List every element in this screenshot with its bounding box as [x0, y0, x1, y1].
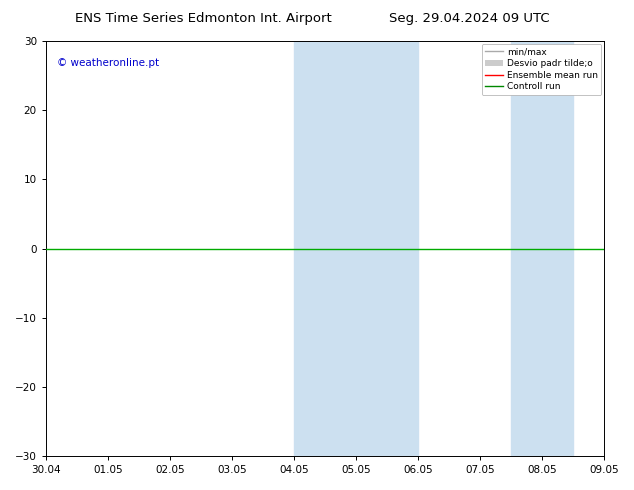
Bar: [511, 41, 573, 456]
Text: © weatheronline.pt: © weatheronline.pt: [57, 58, 159, 68]
Text: Seg. 29.04.2024 09 UTC: Seg. 29.04.2024 09 UTC: [389, 12, 550, 25]
Bar: [356, 41, 418, 456]
Bar: [294, 41, 356, 456]
Legend: min/max, Desvio padr tilde;o, Ensemble mean run, Controll run: min/max, Desvio padr tilde;o, Ensemble m…: [482, 44, 602, 95]
Text: ENS Time Series Edmonton Int. Airport: ENS Time Series Edmonton Int. Airport: [75, 12, 331, 25]
